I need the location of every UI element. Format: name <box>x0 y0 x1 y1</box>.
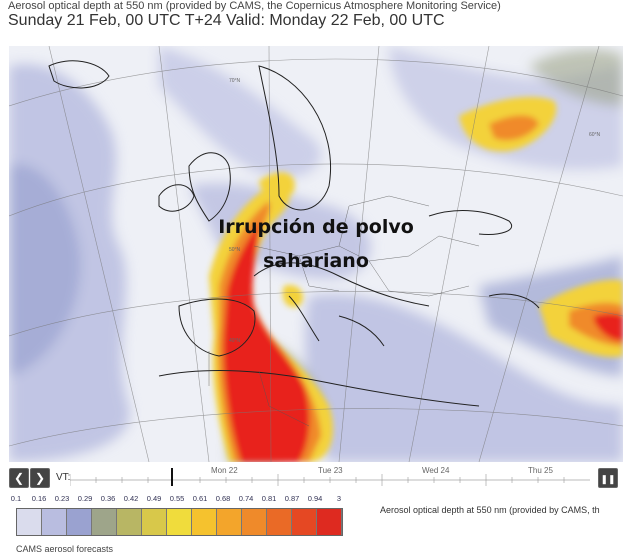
prev-step-button[interactable]: ❮ <box>9 468 29 488</box>
timeline-day-2: Wed 24 <box>422 466 450 475</box>
chevron-right-icon: ❯ <box>34 471 46 485</box>
timeline-slider[interactable]: Mon 22 Tue 23 Wed 24 Thu 25 <box>69 466 590 490</box>
map-subtitle: Aerosol optical depth at 550 nm (provide… <box>8 0 501 12</box>
legend-value: 0.42 <box>123 494 139 503</box>
legend-value-labels: 0.1 0.16 0.23 0.29 0.36 0.42 0.49 0.55 0… <box>8 494 348 504</box>
legend-value: 0.87 <box>284 494 300 503</box>
legend-value: 0.16 <box>31 494 47 503</box>
legend-color-swatch <box>317 509 342 535</box>
legend-color-swatch <box>192 509 217 535</box>
lat-label-70: 70°N <box>229 78 241 84</box>
legend-color-swatch <box>92 509 117 535</box>
timeline-day-3: Thu 25 <box>528 466 553 475</box>
next-step-button[interactable]: ❯ <box>30 468 50 488</box>
map-title: Sunday 21 Feb, 00 UTC T+24 Valid: Monday… <box>8 12 445 29</box>
coastlines <box>48 60 540 407</box>
legend-color-scale <box>16 508 343 536</box>
legend-value: 0.55 <box>169 494 185 503</box>
legend-color-swatch <box>67 509 92 535</box>
legend-color-swatch <box>292 509 317 535</box>
footer-label: CAMS aerosol forecasts <box>16 544 114 554</box>
chevron-left-icon: ❮ <box>13 471 25 485</box>
legend-value: 0.1 <box>10 494 22 503</box>
dust-annotation-line1: Irrupción de polvo <box>218 216 414 238</box>
legend-color-swatch <box>242 509 267 535</box>
legend-value: 0.29 <box>77 494 93 503</box>
legend-value: 3 <box>336 494 342 503</box>
legend-value: 0.81 <box>261 494 277 503</box>
legend-color-swatch <box>267 509 292 535</box>
dust-plume <box>209 96 623 462</box>
timeline-day-1: Tue 23 <box>318 466 343 475</box>
legend-value: 0.36 <box>100 494 116 503</box>
lat-label-60: 60°N <box>589 132 601 138</box>
legend-description: Aerosol optical depth at 550 nm (provide… <box>380 505 600 515</box>
legend-color-swatch <box>142 509 167 535</box>
legend-value: 0.68 <box>215 494 231 503</box>
lat-label-50: 50°N <box>229 247 241 253</box>
legend-value: 0.49 <box>146 494 162 503</box>
pause-button[interactable]: ❚❚ <box>598 468 618 488</box>
legend-value: 0.94 <box>307 494 323 503</box>
vt-label: VT: <box>56 472 71 483</box>
timeline-day-0: Mon 22 <box>211 466 238 475</box>
dust-annotation-line2: sahariano <box>263 250 369 272</box>
legend-color-swatch <box>117 509 142 535</box>
aerosol-map[interactable]: 70°N 50°N 40°N 60°N Irrupción de polvo s… <box>9 46 623 462</box>
timeline-handle[interactable] <box>171 468 173 486</box>
pause-icon: ❚❚ <box>600 474 616 484</box>
timeline-track <box>69 468 590 486</box>
map-canvas: 70°N 50°N 40°N 60°N <box>9 46 623 462</box>
country-borders <box>208 195 480 427</box>
lat-label-40: 40°N <box>229 338 241 344</box>
legend-value: 0.61 <box>192 494 208 503</box>
legend-color-swatch <box>42 509 67 535</box>
legend-color-swatch <box>17 509 42 535</box>
legend-value: 0.23 <box>54 494 70 503</box>
legend-color-swatch <box>167 509 192 535</box>
legend-value: 0.74 <box>238 494 254 503</box>
legend-color-swatch <box>217 509 242 535</box>
